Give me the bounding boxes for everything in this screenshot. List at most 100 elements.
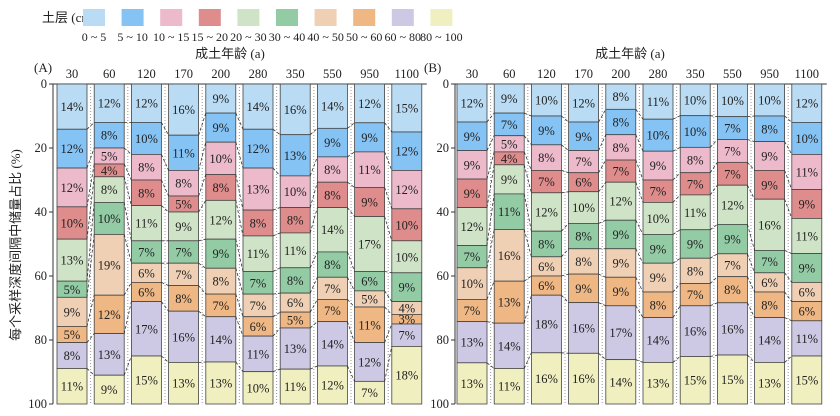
segment-value-label: 7%: [212, 299, 229, 313]
bar-segment: [791, 153, 823, 190]
segment-value-label: 9%: [650, 159, 667, 173]
connector-line: [86, 234, 95, 298]
connector-line: [523, 135, 532, 146]
segment-value-label: 11%: [796, 166, 818, 180]
connector-line: [635, 305, 644, 318]
segment-value-label: 12%: [358, 97, 381, 111]
bar-segment: [130, 153, 162, 181]
connector-line: [672, 147, 681, 152]
connector-line: [561, 115, 569, 123]
connector-line: [235, 112, 244, 130]
bar-segment: [205, 174, 237, 201]
x-tick-label: 550: [723, 67, 742, 81]
segment-value-label: 14%: [321, 337, 344, 351]
connector-line: [523, 275, 532, 282]
connector-line: [710, 354, 718, 357]
segment-value-label: 6%: [250, 320, 267, 334]
segment-value-label: 10%: [535, 94, 558, 108]
segment-value-label: 5%: [361, 292, 378, 306]
segment-value-label: 8%: [761, 122, 778, 136]
legend-label: 0 ~ 5: [82, 30, 107, 44]
connector-line: [198, 112, 207, 136]
connector-line: [384, 122, 393, 133]
bar-segment: [605, 305, 637, 361]
connector-line: [561, 294, 569, 303]
segment-value-label: 9%: [101, 383, 118, 397]
segment-value-label: 9%: [761, 178, 778, 192]
connector-line: [86, 202, 95, 282]
segment-value-label: 8%: [687, 154, 704, 168]
legend-swatch: [314, 9, 337, 26]
connector-line: [86, 122, 95, 130]
segment-value-label: 8%: [212, 275, 229, 289]
segment-value-label: 7%: [612, 165, 629, 179]
legend-swatch: [237, 9, 260, 26]
bar-segment: [354, 342, 386, 382]
segment-value-label: 6%: [575, 176, 592, 190]
x-tick-label: 350: [686, 67, 705, 81]
bar-segment: [679, 115, 711, 148]
segment-value-label: 13%: [98, 348, 121, 362]
segment-value-label: 7%: [324, 282, 341, 296]
connector-line: [123, 301, 132, 334]
bar-segment: [456, 83, 488, 123]
connector-line: [784, 199, 793, 219]
connector-line: [486, 193, 495, 246]
segment-value-label: 12%: [461, 97, 484, 111]
segment-value-label: 8%: [324, 188, 341, 202]
y-axis-title: 每个采样深度间隔中储量占比 (%): [8, 149, 23, 341]
connector-line: [672, 305, 681, 318]
segment-value-label: 14%: [758, 334, 781, 348]
legend-swatch: [430, 9, 453, 26]
x-tick-label: 1100: [395, 67, 420, 81]
connector-line: [635, 220, 644, 235]
bar-segment: [642, 361, 674, 405]
bar-segment: [568, 248, 599, 275]
bar-segment: [791, 83, 823, 123]
segment-value-label: 8%: [612, 116, 629, 130]
connector-line: [486, 362, 495, 369]
segment-value-label: 15%: [395, 102, 418, 116]
bar-segment: [717, 354, 748, 405]
y-tick-label: 0: [41, 77, 47, 91]
segment-value-label: 11%: [498, 205, 520, 219]
connector-line: [709, 139, 718, 148]
segment-value-label: 8%: [687, 264, 704, 278]
x-tick-label: 280: [249, 67, 268, 81]
connector-line: [161, 179, 169, 197]
segment-value-label: 12%: [795, 97, 818, 111]
connector-line: [235, 142, 244, 169]
y-tick-label: 100: [28, 397, 47, 411]
bar-segment: [791, 355, 823, 405]
segment-value-label: 9%: [612, 257, 629, 271]
segment-value-label: 9%: [212, 121, 229, 135]
bar-segment: [242, 167, 274, 211]
segment-value-label: 12%: [395, 183, 418, 197]
connector-line: [561, 352, 569, 354]
segment-value-label: 8%: [101, 129, 118, 143]
segment-value-label: 10%: [135, 132, 158, 146]
connector-line: [86, 176, 95, 240]
segment-value-label: 13%: [647, 377, 670, 391]
connector-line: [784, 355, 793, 363]
segment-value-label: 7%: [650, 185, 667, 199]
segment-value-label: 15%: [721, 373, 744, 387]
segment-value-label: 6%: [761, 276, 778, 290]
bar-segment: [717, 276, 748, 304]
connector-line: [235, 239, 244, 272]
bar-segment: [456, 121, 488, 151]
connector-line: [347, 277, 355, 292]
segment-value-label: 12%: [61, 142, 84, 156]
bar-segment: [679, 356, 711, 405]
segment-value-label: 12%: [98, 308, 121, 322]
segment-value-label: 13%: [172, 377, 195, 391]
legend: 0 ~ 5 5 ~ 10 10 ~ 15 15 ~ 20 20 ~ 30 30 ~ 40 4…: [82, 9, 463, 44]
bar-segment: [605, 83, 637, 110]
segment-value-label: 4%: [501, 152, 518, 166]
connector-line: [747, 162, 755, 171]
connector-line: [161, 122, 169, 136]
segment-value-label: 9%: [361, 195, 378, 209]
segment-value-label: 15%: [135, 374, 158, 388]
connector-line: [672, 172, 681, 181]
segment-value-label: 9%: [612, 285, 629, 299]
